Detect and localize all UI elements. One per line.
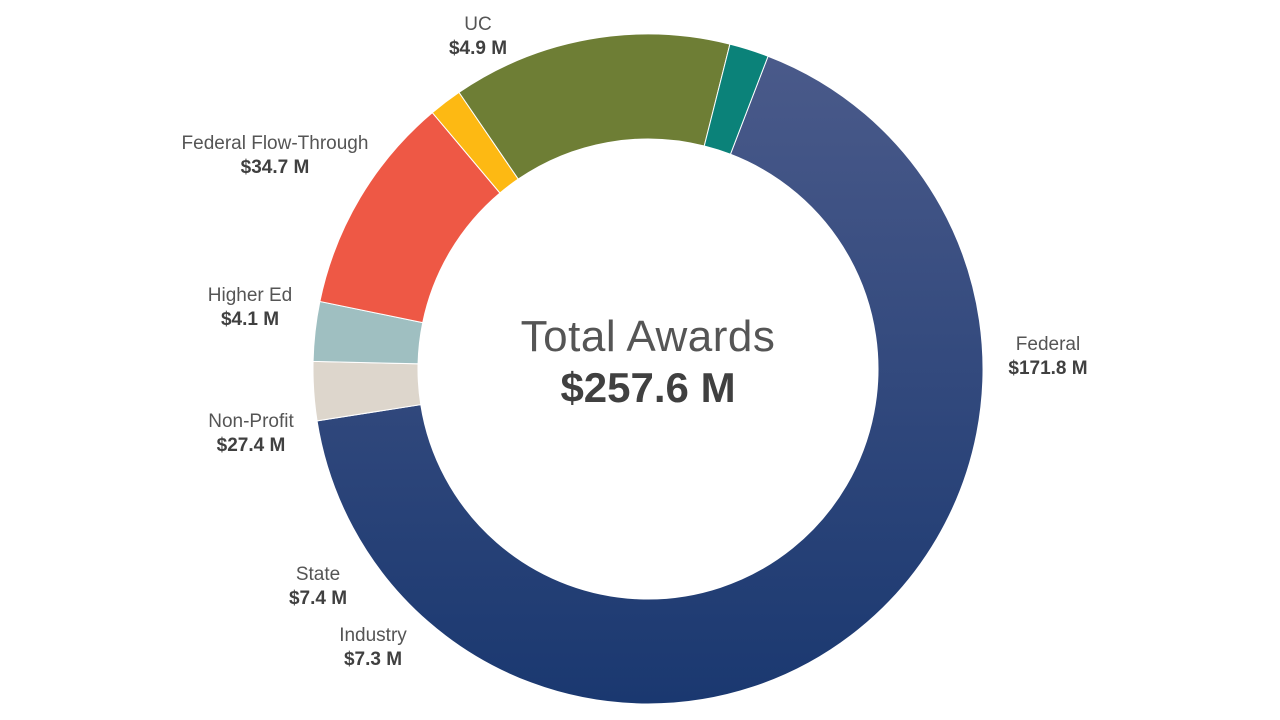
label-higher-ed-value: $4.1 M	[220, 308, 280, 330]
slice-uc	[703, 43, 769, 155]
label-uc-name: UC	[464, 14, 492, 35]
label-non-profit-value: $27.4 M	[216, 434, 286, 456]
label-non-profit-name: Non-Profit	[208, 411, 294, 432]
label-industry: Industry $7.3 M	[243, 624, 503, 672]
label-state-value: $7.4 M	[288, 587, 348, 609]
label-uc-value: $4.9 M	[448, 37, 508, 59]
slices-group	[312, 33, 984, 705]
label-federal-flow-through-value: $34.7 M	[240, 156, 310, 178]
label-state-name: State	[295, 564, 341, 585]
label-industry-value: $7.3 M	[343, 648, 403, 670]
label-federal-flow-through-name: Federal Flow-Through	[181, 133, 369, 154]
label-federal-name: Federal	[1015, 334, 1081, 355]
label-federal-flow-through: Federal Flow-Through $34.7 M	[145, 132, 405, 180]
center-total-value: $257.6 M	[560, 364, 736, 411]
label-industry-name: Industry	[339, 625, 407, 646]
slice-federal	[316, 55, 984, 705]
center-title: Total Awards	[520, 312, 776, 361]
label-higher-ed-name: Higher Ed	[207, 285, 293, 306]
label-higher-ed: Higher Ed $4.1 M	[120, 284, 380, 332]
label-state: State $7.4 M	[188, 563, 448, 611]
label-federal: Federal $171.8 M	[918, 333, 1178, 381]
label-uc: UC $4.9 M	[348, 13, 608, 61]
label-non-profit: Non-Profit $27.4 M	[121, 410, 381, 458]
label-federal-value: $171.8 M	[1008, 357, 1088, 379]
